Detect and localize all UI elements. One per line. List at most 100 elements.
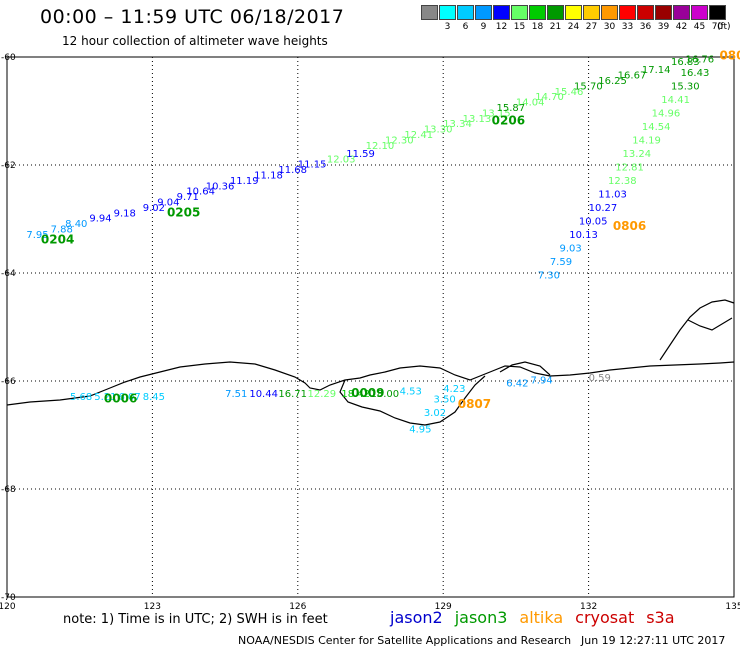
wave-height-label: 16.43 [681,68,710,79]
legend-swatch [709,5,726,20]
lat-lon-grid [6,56,735,598]
legend-swatch [547,5,564,20]
wave-height-label: 12.03 [327,154,356,165]
legend-swatch [673,5,690,20]
wave-height-label: 14.96 [652,108,681,119]
satellite-legend-item: cryosat [575,608,635,627]
credit-line: NOAA/NESDIS Center for Satellite Applica… [238,634,572,647]
wave-height-label: 8.40 [65,219,87,230]
pass-id-label: 0807 [458,397,491,411]
wave-height-label: 16.71 [278,389,307,400]
wave-height-label: 15.70 [574,81,603,92]
wave-height-label: 4.95 [409,424,431,435]
legend-label: 21 [549,22,562,32]
wave-height-label: 16.25 [598,76,627,87]
wave-height-label: 14.41 [661,95,690,106]
wave-height-label: 14.54 [642,122,671,133]
legend-swatch [439,5,456,20]
wave-height-label: 12.41 [404,130,433,141]
satellite-legend-item: s3a [646,608,675,627]
wave-height-label: 13.30 [424,125,453,136]
wave-height-label: 12.38 [608,176,637,187]
lat-tick-label: -70 [1,593,16,603]
generation-timestamp: Jun 19 12:27:11 UTC 2017 [581,634,726,647]
wave-height-label: 11.59 [346,149,375,160]
wave-height-label: 6.07 [118,392,140,403]
legend-swatch [637,5,654,20]
legend-swatch [529,5,546,20]
wave-height-label: 12.10 [366,141,395,152]
legend-swatch [655,5,672,20]
axis-ticks: 120 123 126 129 132 135 -60 -62 -64 -66 -68 -70 [0,53,740,612]
wave-height-label: 5.68 [70,392,92,403]
wave-height-label: 9.04 [157,198,179,209]
wave-height-label: 9.18 [114,208,136,219]
wave-height-label: 4.53 [400,387,422,398]
wave-height-label: 3.50 [434,395,456,406]
satellite-legend-item: altika [519,608,564,627]
legend-label: 45 [693,22,706,32]
satellite-legend-item: jason2 [390,608,443,627]
lat-tick-label: -66 [1,377,16,387]
legend-label: 24 [567,22,580,32]
wave-height-label: 13.34 [443,119,472,130]
wave-height-label: 14.19 [632,135,661,146]
pass-id-label: 0205 [167,205,200,219]
wave-height-label: 18.42 [341,389,370,400]
wave-height-label: 13.15 [482,108,511,119]
legend-label: 15 [513,22,526,32]
satellite-legend-item: jason3 [454,608,508,627]
wave-height-label: 10.44 [249,389,278,400]
wave-height-label: 7.51 [225,389,247,400]
wave-height-label: 10.64 [186,187,215,198]
legend-label: 36 [639,22,652,32]
wave-height-label: 11.03 [598,189,627,200]
wave-height-label: 16.67 [618,71,647,82]
lat-tick-label: -62 [1,161,16,171]
wave-height-label: 9.71 [177,192,199,203]
wave-height-label: 10.13 [569,230,598,241]
legend-swatch [565,5,582,20]
wave-height-label: 9.02 [143,203,165,214]
legend-swatch [619,5,636,20]
map-subtitle: 12 hour collection of altimeter wave hei… [62,34,328,48]
footer-note: note: 1) Time is in UTC; 2) SWH is in fe… [63,612,328,627]
wave-height-label: 11.19 [230,176,259,187]
wave-height-label: 12.29 [307,389,336,400]
lat-tick-label: -60 [1,53,16,63]
wave-height-label: 0.59 [589,373,611,384]
legend-swatch [421,5,438,20]
wave-height-label: 3.02 [424,408,446,419]
wave-height-label: 7.88 [51,225,73,236]
legend-swatch [457,5,474,20]
wave-height-label: 7.94 [530,376,552,387]
pass-id-label: 0006 [104,392,137,406]
coastline [6,299,735,426]
wave-height-label: 7.30 [538,270,560,281]
legend-swatch [493,5,510,20]
wave-height-label: 10.27 [589,203,618,214]
lon-tick-label: 126 [289,602,306,612]
legend-label: 42 [675,22,688,32]
wave-height-label: 7.59 [550,257,572,268]
wave-height-label: 12.30 [385,135,414,146]
wave-height-label: 11.68 [278,165,307,176]
wave-height-label: 13.13 [463,114,492,125]
map-title: 00:00 – 11:59 UTC 06/18/2017 [40,6,345,28]
pass-labels: 0204 0205 0206 0806 0807 0006 0009 080 [41,49,740,411]
wave-height-label: 5.21 [94,392,116,403]
lon-tick-label: 120 [0,602,16,612]
legend-label: 3 [444,22,451,32]
wave-height-label: 7.95 [26,230,48,241]
wave-height-label: 17.14 [642,65,671,76]
wave-height-label: 9.94 [89,214,111,225]
wave-height-label: 11.18 [254,171,283,182]
wave-height-label: 9.03 [560,243,582,254]
lon-tick-label: 129 [435,602,452,612]
pass-id-label: 0204 [41,232,74,246]
legend-label: 9 [480,22,487,32]
wave-height-label: 18.00 [371,389,400,400]
lon-tick-label: 132 [580,602,597,612]
